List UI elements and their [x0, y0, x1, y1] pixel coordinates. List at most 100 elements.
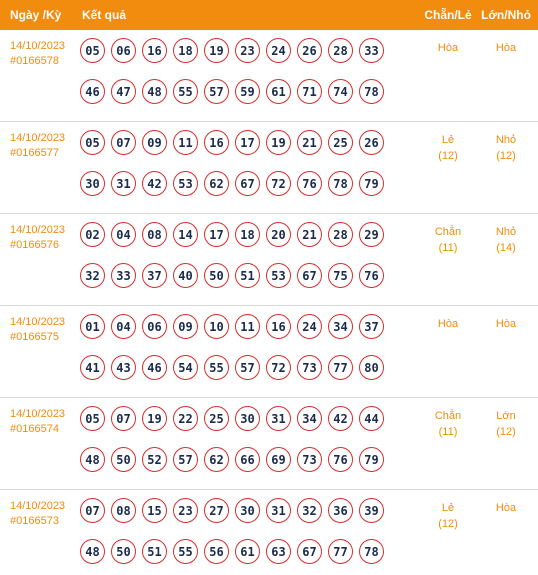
numbers-row-top: 02 04 08 14 17 18 20 21 28 29: [80, 222, 418, 248]
number-ball: 62: [204, 447, 229, 472]
odd-even-value: Lẻ: [441, 502, 455, 514]
number-ball: 62: [204, 171, 229, 196]
number-ball: 57: [173, 447, 198, 472]
number-ball: 21: [297, 222, 322, 247]
number-ball: 36: [328, 498, 353, 523]
draw-id[interactable]: #0166576: [10, 239, 59, 251]
result-cell: 05 07 19 22 25 30 31 34 42 44 48 50 52 57 62 66 69 73 76 7…: [78, 398, 418, 489]
number-ball: 72: [266, 171, 291, 196]
big-small-value: Nhỏ: [495, 226, 517, 238]
odd-even-cell: Hòa: [418, 30, 478, 121]
big-small-value: Hòa: [495, 502, 517, 514]
number-ball: 24: [297, 314, 322, 339]
big-small-value: Nhỏ: [495, 134, 517, 146]
numbers-row-top: 05 07 19 22 25 30 31 34 42 44: [80, 406, 418, 432]
number-ball: 77: [328, 355, 353, 380]
number-ball: 09: [142, 130, 167, 155]
number-ball: 55: [204, 355, 229, 380]
odd-even-count: (11): [438, 426, 458, 438]
number-ball: 40: [173, 263, 198, 288]
number-ball: 73: [297, 355, 322, 380]
draw-id[interactable]: #0166574: [10, 423, 59, 435]
numbers-row-bottom: 32 33 37 40 50 51 53 67 75 76: [80, 263, 418, 289]
number-ball: 31: [111, 171, 136, 196]
number-ball: 73: [297, 447, 322, 472]
number-ball: 32: [297, 498, 322, 523]
odd-even-count: (12): [438, 518, 458, 530]
number-ball: 06: [142, 314, 167, 339]
number-ball: 48: [80, 447, 105, 472]
number-ball: 27: [204, 498, 229, 523]
number-ball: 67: [297, 263, 322, 288]
number-ball: 48: [80, 539, 105, 564]
numbers-row-top: 05 06 16 18 19 23 24 26 28 33: [80, 38, 418, 64]
table-row: 14/10/2023 #0166575 01 04 06 09 10 11 16 24 34 37…: [0, 306, 538, 398]
big-small-count: (12): [496, 426, 516, 438]
big-small-count: (12): [496, 150, 516, 162]
number-ball: 67: [297, 539, 322, 564]
number-ball: 54: [173, 355, 198, 380]
number-ball: 79: [359, 447, 384, 472]
big-small-cell: Nhỏ (14): [478, 214, 538, 305]
big-small-cell: Lớn (12): [478, 398, 538, 489]
number-ball: 28: [328, 222, 353, 247]
number-ball: 57: [235, 355, 260, 380]
number-ball: 29: [359, 222, 384, 247]
number-ball: 33: [111, 263, 136, 288]
number-ball: 80: [359, 355, 384, 380]
table-row: 14/10/2023 #0166576 02 04 08 14 17 18 20 21 28 29…: [0, 214, 538, 306]
draw-id[interactable]: #0166577: [10, 147, 59, 159]
number-ball: 46: [142, 355, 167, 380]
numbers-row-bottom: 41 43 46 54 55 57 72 73 77 80: [80, 355, 418, 381]
number-ball: 51: [235, 263, 260, 288]
number-ball: 31: [266, 498, 291, 523]
number-ball: 67: [235, 171, 260, 196]
number-ball: 11: [235, 314, 260, 339]
numbers-row-bottom: 30 31 42 53 62 67 72 76 78 79: [80, 171, 418, 197]
number-ball: 09: [173, 314, 198, 339]
table-header: Ngày /Kỳ Kết quả Chẵn/Lẻ Lớn/Nhỏ: [0, 0, 538, 30]
number-ball: 47: [111, 79, 136, 104]
table-row: 14/10/2023 #0166578 05 06 16 18 19 23 24 26 28 33…: [0, 30, 538, 122]
number-ball: 50: [111, 447, 136, 472]
number-ball: 69: [266, 447, 291, 472]
table-body: 14/10/2023 #0166578 05 06 16 18 19 23 24 26 28 33…: [0, 30, 538, 575]
number-ball: 17: [235, 130, 260, 155]
draw-id[interactable]: #0166575: [10, 331, 59, 343]
result-cell: 05 07 09 11 16 17 19 21 25 26 30 31 42 53 62 67 72 76 78 7…: [78, 122, 418, 213]
number-ball: 46: [80, 79, 105, 104]
number-ball: 78: [328, 171, 353, 196]
numbers-row-bottom: 46 47 48 55 57 59 61 71 74 78: [80, 79, 418, 105]
number-ball: 26: [297, 38, 322, 63]
number-ball: 18: [173, 38, 198, 63]
draw-id[interactable]: #0166578: [10, 55, 59, 67]
number-ball: 52: [142, 447, 167, 472]
numbers-row-top: 05 07 09 11 16 17 19 21 25 26: [80, 130, 418, 156]
number-ball: 50: [111, 539, 136, 564]
number-ball: 39: [359, 498, 384, 523]
odd-even-count: (11): [438, 242, 458, 254]
odd-even-cell: Chẵn (11): [418, 398, 478, 489]
number-ball: 34: [328, 314, 353, 339]
big-small-cell: Hòa: [478, 306, 538, 397]
header-date: Ngày /Kỳ: [10, 8, 62, 22]
number-ball: 44: [359, 406, 384, 431]
number-ball: 32: [80, 263, 105, 288]
number-ball: 10: [204, 314, 229, 339]
draw-id[interactable]: #0166573: [10, 515, 59, 527]
number-ball: 37: [359, 314, 384, 339]
number-ball: 37: [142, 263, 167, 288]
number-ball: 22: [173, 406, 198, 431]
date-cell: 14/10/2023 #0166573: [0, 490, 78, 575]
result-cell: 02 04 08 14 17 18 20 21 28 29 32 33 37 40 50 51 53 67 75 7…: [78, 214, 418, 305]
number-ball: 56: [204, 539, 229, 564]
big-small-value: Lớn: [496, 410, 516, 422]
table-row: 14/10/2023 #0166577 05 07 09 11 16 17 19 21 25 26…: [0, 122, 538, 214]
number-ball: 61: [235, 539, 260, 564]
date-cell: 14/10/2023 #0166578: [0, 30, 78, 121]
number-ball: 19: [204, 38, 229, 63]
number-ball: 26: [359, 130, 384, 155]
table-row: 14/10/2023 #0166573 07 08 15 23 27 30 31 32 36 39…: [0, 490, 538, 575]
number-ball: 30: [235, 406, 260, 431]
